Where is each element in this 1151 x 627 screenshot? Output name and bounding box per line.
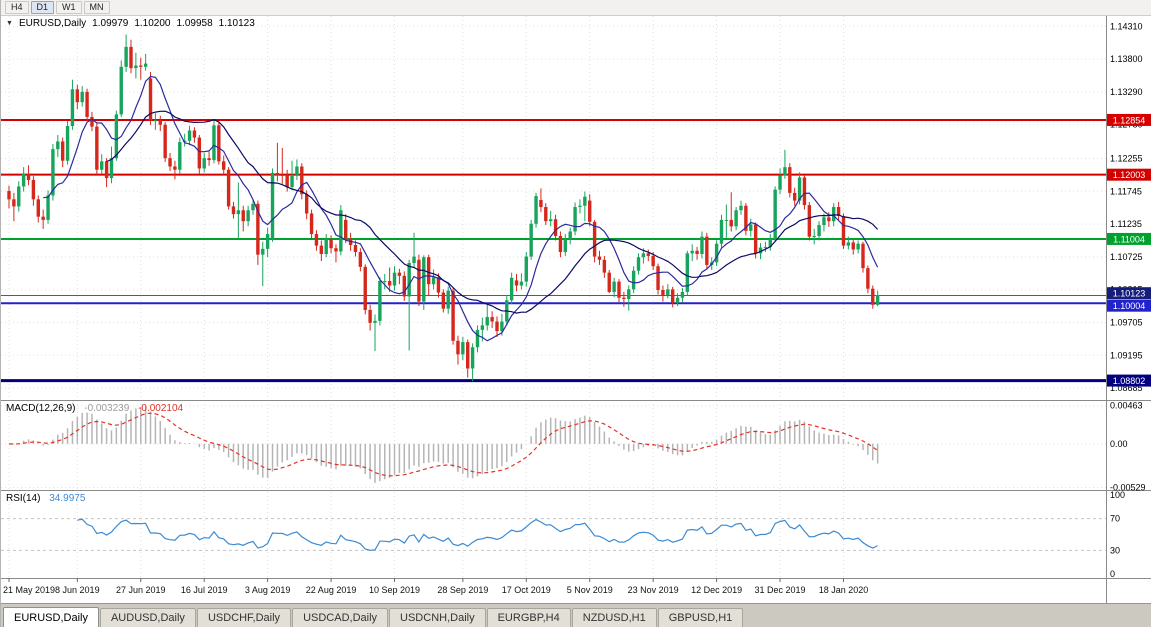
timeframe-button-d1[interactable]: D1: [30, 1, 55, 15]
price-tag-1.12854: [1107, 114, 1151, 127]
svg-text:30: 30: [1110, 546, 1120, 556]
svg-text:1.12854: 1.12854: [1113, 116, 1146, 126]
time-axis-labels[interactable]: 21 May 2019 8 Jun 2019 27 Jun 2019 16 Jul 2…: [3, 578, 868, 595]
svg-text:22 Aug 2019: 22 Aug 2019: [306, 585, 357, 595]
svg-text:16 Jul 2019: 16 Jul 2019: [181, 585, 228, 595]
svg-text:31 Dec 2019: 31 Dec 2019: [755, 585, 806, 595]
svg-text:10 Sep 2019: 10 Sep 2019: [369, 585, 420, 595]
svg-text:1.14310: 1.14310: [1110, 21, 1143, 31]
chart-tab-audusd-daily[interactable]: AUDUSD,Daily: [99, 608, 196, 627]
timeframe-button-h4[interactable]: H4: [5, 1, 29, 15]
svg-text:1.11745: 1.11745: [1110, 186, 1142, 196]
chart-tab-eurusd-daily[interactable]: EURUSD,Daily: [3, 607, 99, 627]
moving-average-slow: [106, 110, 879, 314]
rsi-label: RSI(14): [6, 493, 41, 505]
svg-text:8 Jun 2019: 8 Jun 2019: [55, 585, 100, 595]
macd-signal-value: -0.002104: [138, 403, 184, 415]
price-tag-1.08802: [1107, 374, 1151, 387]
svg-text:28 Sep 2019: 28 Sep 2019: [437, 585, 488, 595]
svg-text:0.00463: 0.00463: [1110, 401, 1143, 411]
macd-label: MACD(12,26,9): [6, 403, 76, 415]
svg-text:1.09705: 1.09705: [1110, 318, 1143, 328]
svg-text:1.10004: 1.10004: [1113, 301, 1146, 311]
chart-tab-nzdusd-h1[interactable]: NZDUSD,H1: [571, 608, 657, 627]
chart-tab-usdcnh-daily[interactable]: USDCNH,Daily: [389, 608, 486, 627]
svg-text:0: 0: [1110, 569, 1115, 579]
svg-text:12 Dec 2019: 12 Dec 2019: [691, 585, 742, 595]
rsi-header: RSI(14) 34.9975: [6, 493, 91, 504]
svg-text:18 Jan 2020: 18 Jan 2020: [819, 585, 869, 595]
svg-text:27 Jun 2019: 27 Jun 2019: [116, 585, 166, 595]
chart-tab-usdcad-daily[interactable]: USDCAD,Daily: [292, 608, 389, 627]
chart-tab-gbpusd-h1[interactable]: GBPUSD,H1: [657, 608, 744, 627]
timeframe-toolbar: H4 D1 W1 MN: [1, 0, 1151, 17]
candlesticks-layer: [7, 34, 880, 382]
svg-text:1.08802: 1.08802: [1113, 376, 1146, 386]
macd-histogram: [13, 406, 879, 484]
svg-text:1.10725: 1.10725: [1110, 252, 1143, 262]
ohlc-low: 1.09958: [176, 18, 213, 30]
svg-text:1.08685: 1.08685: [1110, 383, 1143, 393]
svg-text:1.11235: 1.11235: [1110, 219, 1142, 229]
svg-text:1.13800: 1.13800: [1110, 54, 1143, 64]
svg-text:0.00: 0.00: [1110, 439, 1128, 449]
svg-text:1.13290: 1.13290: [1110, 87, 1143, 97]
timeframe-button-mn[interactable]: MN: [83, 1, 110, 15]
horizontal-level-lines[interactable]: [1, 119, 1106, 383]
svg-text:1.12255: 1.12255: [1110, 154, 1143, 164]
svg-text:23 Nov 2019: 23 Nov 2019: [628, 585, 679, 595]
svg-text:100: 100: [1110, 490, 1125, 500]
ohlc-close: 1.10123: [218, 18, 255, 30]
chart-tab-eurgbp-h4[interactable]: EURGBP,H4: [486, 608, 571, 627]
svg-text:1.11004: 1.11004: [1113, 235, 1145, 245]
chart-symbol-header: ▼ EURUSD,Daily 1.09979 1.10200 1.09958 1…: [6, 18, 255, 29]
svg-text:70: 70: [1110, 514, 1120, 524]
svg-text:-0.00529: -0.00529: [1110, 483, 1146, 493]
rsi-value: 34.9975: [49, 493, 86, 505]
price-tags: 1.12854 1.12003 1.11004 1.10123 1.10004 1.088…: [1107, 114, 1151, 387]
chart-title: EURUSD,Daily: [18, 18, 87, 30]
price-tag-1.12003: [1107, 168, 1151, 181]
svg-text:21 May 2019: 21 May 2019: [3, 585, 55, 595]
chart-area[interactable]: 1.143101.138001.132901.127801.122551.117…: [1, 16, 1151, 604]
price-axis-labels[interactable]: 1.143101.138001.132901.127801.122551.117…: [1110, 21, 1146, 579]
svg-text:5 Nov 2019: 5 Nov 2019: [567, 585, 613, 595]
svg-text:17 Oct 2019: 17 Oct 2019: [502, 585, 551, 595]
symbol-dropdown-icon[interactable]: ▼: [6, 20, 13, 28]
price-tag-1.10004: [1107, 299, 1151, 312]
chart-tab-usdchf-daily[interactable]: USDCHF,Daily: [196, 608, 292, 627]
svg-text:1.09195: 1.09195: [1110, 350, 1143, 360]
ohlc-high: 1.10200: [134, 18, 171, 30]
moving-average-fast: [43, 76, 879, 342]
price-tag-1.11004: [1107, 233, 1151, 246]
grid-layer: [1, 16, 1106, 579]
svg-text:3 Aug 2019: 3 Aug 2019: [245, 585, 291, 595]
price-tag-1.10123: [1107, 287, 1151, 300]
chart-tabs-bar: EURUSD,Daily AUDUSD,Daily USDCHF,Daily USDC…: [1, 603, 1151, 627]
macd-header: MACD(12,26,9) -0.003239 -0.002104: [6, 403, 189, 414]
price-chart-svg[interactable]: 1.143101.138001.132901.127801.122551.117…: [1, 16, 1151, 604]
svg-text:1.12003: 1.12003: [1113, 170, 1146, 180]
macd-main-value: -0.003239: [84, 403, 130, 415]
timeframe-button-w1[interactable]: W1: [56, 1, 82, 15]
svg-text:1.10123: 1.10123: [1113, 289, 1146, 299]
rsi-line: [77, 518, 878, 552]
ohlc-open: 1.09979: [92, 18, 129, 30]
